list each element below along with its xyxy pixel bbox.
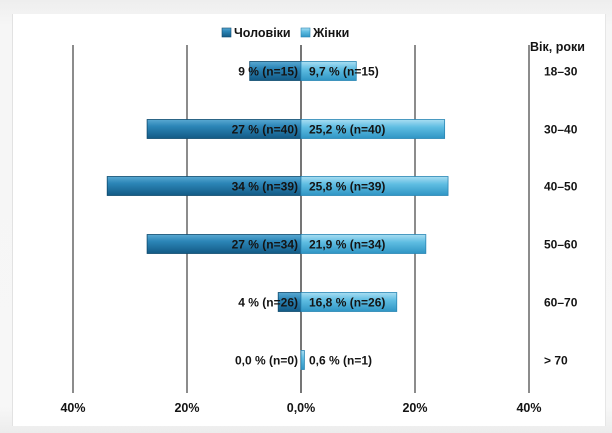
data-label-women-0: 9,7 % (n=15) [309,65,379,79]
data-label-women-5: 0,6 % (n=1) [309,354,372,368]
x-tick-label-4: 40% [516,401,541,415]
category-label-4: 60–70 [544,296,578,310]
data-label-men-5: 0,0 % (n=0) [235,354,298,368]
category-label-2: 40–50 [544,180,578,194]
data-label-women-3: 21,9 % (n=34) [309,238,385,252]
y-axis-title: Вік, роки [530,40,585,54]
x-tick-label-3: 20% [402,401,427,415]
legend-swatch-women [300,27,311,38]
bar-women-0 [300,61,357,81]
bar-women-2 [300,176,449,196]
legend-swatch-men [221,27,232,38]
category-label-0: 18–30 [544,65,578,79]
data-label-women-1: 25,2 % (n=40) [309,123,385,137]
bar-women-3 [300,234,427,254]
x-tick-label-0: 40% [60,401,85,415]
data-label-men-3: 27 % (n=34) [232,238,298,252]
data-label-men-1: 27 % (n=40) [232,123,298,137]
x-tick-labels-layer: 40% 20% 0,0% 20% 40% [60,401,541,415]
bar-women-5 [300,350,305,370]
data-label-men-0: 9 % (n=15) [238,65,298,79]
category-label-3: 50–60 [544,238,578,252]
data-label-men-4: 4 % (n=26) [238,296,298,310]
data-label-men-2: 34 % (n=39) [232,180,298,194]
gridlines [72,45,530,393]
data-label-women-2: 25,8 % (n=39) [309,180,385,194]
legend-label-women: Жінки [312,26,349,40]
chart-panel [12,14,606,426]
data-labels-layer: 9 % (n=15) 9,7 % (n=15) 27 % (n=40) 25,2 % … [232,65,386,368]
category-label-5: > 70 [544,354,568,368]
bars-layer [106,61,449,370]
legend: Чоловіки Жінки [221,26,349,40]
x-tick-label-2: 0,0% [287,401,316,415]
category-labels-layer: 18–30 30–40 40–50 50–60 60–70 > 70 [544,65,578,368]
legend-label-men: Чоловіки [234,26,291,40]
x-tick-label-1: 20% [174,401,199,415]
bar-women-1 [300,119,446,139]
data-label-women-4: 16,8 % (n=26) [309,296,385,310]
category-label-1: 30–40 [544,123,578,137]
bar-women-4 [300,292,398,312]
